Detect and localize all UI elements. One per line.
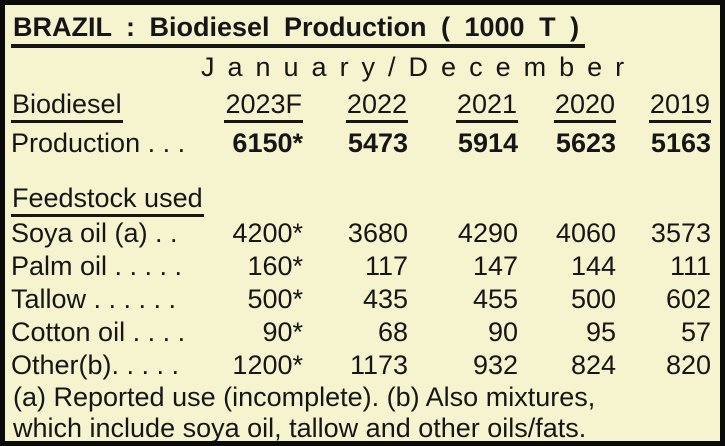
value-cell: 824 — [570, 349, 616, 380]
row-label: Production . . . — [11, 127, 186, 158]
footnote-line: (a) Reported use (incomplete). (b) Also … — [13, 381, 596, 412]
value-cell: 1173 — [349, 349, 408, 380]
feedstock-section-header-row: Feedstock used — [11, 181, 711, 217]
year-header: 2022 — [303, 86, 408, 123]
value-cell: 57 — [680, 316, 711, 347]
table-row: Other(b). . . . . 1200* 1173 932 824 820 — [11, 349, 711, 382]
label-column-header: Biodiesel — [11, 86, 203, 123]
value-cell: 6150* — [232, 127, 303, 158]
spacer-row — [11, 160, 711, 181]
value-cell: 90* — [262, 316, 303, 347]
value-cell: 3573 — [650, 217, 711, 248]
year-header: 2021 — [408, 86, 518, 123]
value-cell: 5914 — [457, 127, 518, 158]
year-header: 2020 — [518, 86, 616, 123]
value-cell: 500* — [247, 283, 303, 314]
production-row: Production . . . 6150* 5473 5914 5623 51… — [11, 123, 711, 160]
table-row: Cotton oil . . . . 90* 68 90 95 57 — [11, 316, 711, 349]
table-header-row: Biodiesel 2023F 2022 2021 2020 2019 — [11, 86, 711, 123]
table-row: Tallow . . . . . . 500* 435 455 500 602 — [11, 283, 711, 316]
value-cell: 820 — [665, 349, 711, 380]
page-title: BRAZIL : Biodiesel Production ( 1000 T ) — [11, 9, 586, 49]
period-subtitle: January/December — [201, 52, 638, 83]
row-label: Other(b). . . . . — [11, 349, 180, 380]
value-cell: 4200* — [232, 217, 303, 248]
value-cell: 90 — [487, 316, 518, 347]
value-cell: 111 — [669, 250, 711, 281]
value-cell: 4290 — [457, 217, 518, 248]
title-row: BRAZIL : Biodiesel Production ( 1000 T ) — [11, 9, 714, 49]
table-row: Soya oil (a) . . 4200* 3680 4290 4060 35… — [11, 217, 711, 250]
value-cell: 455 — [472, 283, 518, 314]
value-cell: 95 — [585, 316, 616, 347]
value-cell: 5623 — [555, 127, 616, 158]
value-cell: 4060 — [555, 217, 616, 248]
value-cell: 117 — [364, 250, 408, 281]
value-cell: 5163 — [650, 127, 711, 158]
row-label: Soya oil (a) . . — [11, 217, 178, 248]
table-row: Palm oil . . . . . 160* 117 147 144 111 — [11, 250, 711, 283]
row-label: Tallow . . . . . . — [11, 283, 177, 314]
value-cell: 500 — [570, 283, 616, 314]
value-cell: 5473 — [347, 127, 408, 158]
value-cell: 68 — [377, 316, 408, 347]
production-table: Biodiesel 2023F 2022 2021 2020 2019 Prod… — [11, 86, 711, 382]
year-header: 2019 — [616, 86, 711, 123]
row-label: Cotton oil . . . . — [11, 316, 186, 347]
value-cell: 147 — [472, 250, 518, 281]
year-header: 2023F — [203, 86, 303, 123]
value-cell: 160* — [247, 250, 303, 281]
value-cell: 932 — [472, 349, 518, 380]
value-cell: 3680 — [347, 217, 408, 248]
feedstock-section-header: Feedstock used — [11, 181, 711, 217]
row-label: Palm oil . . . . . — [11, 250, 183, 281]
value-cell: 144 — [570, 250, 616, 281]
value-cell: 435 — [362, 283, 408, 314]
footnote-line: which include soya oil, tallow and other… — [13, 412, 587, 443]
value-cell: 602 — [665, 283, 711, 314]
value-cell: 1200* — [232, 349, 303, 380]
